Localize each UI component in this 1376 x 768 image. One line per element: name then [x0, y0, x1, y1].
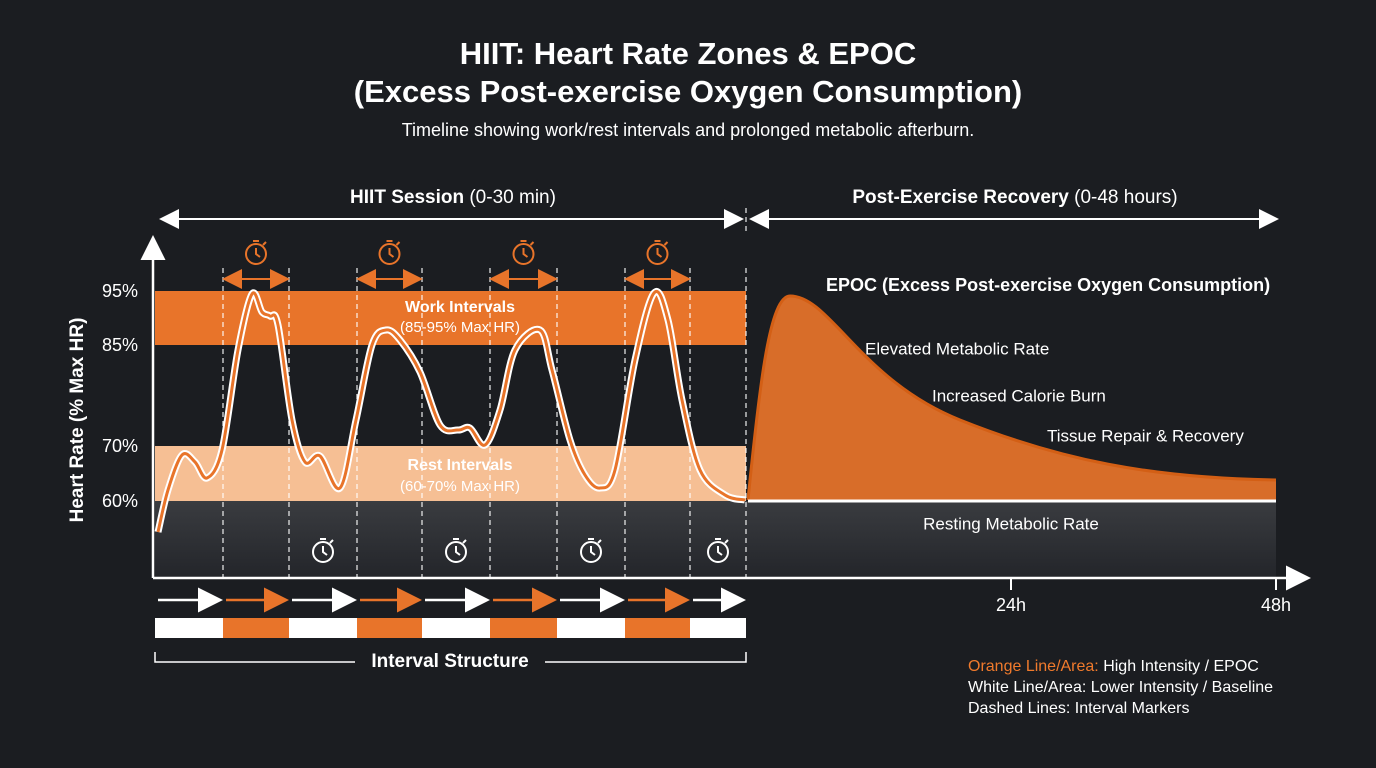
heart-rate-line: [156, 290, 746, 533]
zone-title: Rest Intervals: [408, 457, 513, 474]
legend-key: Dashed Lines:: [968, 700, 1070, 717]
timer-icon: [320, 538, 334, 556]
structure-block: [155, 618, 223, 638]
structure-block: [690, 618, 746, 638]
epoc-effect: Elevated Metabolic Rate: [865, 339, 1049, 358]
timer-icon: [445, 541, 467, 563]
legend-entry: Orange Line/Area: High Intensity / EPOC: [968, 658, 1259, 675]
legend-text: High Intensity / EPOC: [1099, 658, 1259, 675]
structure-label: Interval Structure: [371, 651, 528, 672]
structure-block: [490, 618, 557, 638]
timer-icon: [378, 243, 401, 265]
timer-icon: [253, 240, 267, 258]
epoc-area: [748, 296, 1276, 500]
zone-title: Work Intervals: [405, 299, 515, 316]
epoc-label: EPOC (Excess Post-exercise Oxygen Consum…: [826, 275, 1270, 295]
y-axis-label: Heart Rate (% Max HR): [67, 318, 88, 523]
legend-entry: White Line/Area: Lower Intensity / Basel…: [968, 679, 1273, 696]
timer-icon: [580, 541, 602, 563]
structure-block: [357, 618, 422, 638]
subtitle: Timeline showing work/rest intervals and…: [402, 120, 975, 140]
section-detail: (0-48 hours): [1069, 187, 1178, 208]
timer-icon: [453, 538, 467, 556]
x-tick-label: 48h: [1261, 595, 1291, 615]
zone-range: (85-95% Max HR): [400, 319, 520, 336]
timer-icon: [520, 240, 535, 258]
interval-structure: [155, 587, 746, 638]
legend-text: Lower Intensity / Baseline: [1086, 679, 1273, 696]
structure-block: [625, 618, 690, 638]
timer-icon: [654, 240, 669, 258]
timer-icon: [707, 541, 729, 563]
timer-icon: [312, 541, 334, 563]
y-tick-label: 85%: [102, 335, 138, 355]
epoc-line: [746, 294, 1277, 501]
title-line: HIIT: Heart Rate Zones & EPOC: [460, 36, 916, 71]
baseline-label: Resting Metabolic Rate: [923, 514, 1099, 533]
section-detail: (0-30 min): [464, 187, 556, 208]
legend-text: Interval Markers: [1070, 700, 1189, 717]
section-heading: HIIT Session (0-30 min): [350, 187, 556, 208]
timer-icon: [245, 243, 267, 265]
timer-icon: [512, 243, 535, 265]
timer-icon: [386, 240, 401, 258]
x-tick-label: 24h: [996, 595, 1026, 615]
section-title: Post-Exercise Recovery: [852, 187, 1069, 208]
zone-range: (60-70% Max HR): [400, 478, 520, 495]
label-backdrop: [355, 650, 545, 674]
structure-block: [223, 618, 289, 638]
timer-icon: [588, 538, 602, 556]
y-tick-label: 95%: [102, 281, 138, 301]
structure-block: [422, 618, 490, 638]
rest-zone: [155, 446, 746, 501]
legend-key: White Line/Area:: [968, 679, 1086, 696]
legend-entry: Dashed Lines: Interval Markers: [968, 700, 1189, 717]
title-line: (Excess Post-exercise Oxygen Consumption…: [354, 74, 1022, 109]
section-title: HIIT Session: [350, 187, 464, 208]
epoc-effect: Increased Calorie Burn: [932, 386, 1106, 405]
structure-block: [289, 618, 357, 638]
y-tick-label: 60%: [102, 491, 138, 511]
legend-key: Orange Line/Area:: [968, 658, 1099, 675]
timer-icon: [646, 243, 669, 265]
y-tick-label: 70%: [102, 436, 138, 456]
structure-block: [557, 618, 625, 638]
epoc-effect: Tissue Repair & Recovery: [1047, 426, 1244, 445]
section-heading: Post-Exercise Recovery (0-48 hours): [852, 187, 1177, 208]
timer-icon: [715, 538, 729, 556]
